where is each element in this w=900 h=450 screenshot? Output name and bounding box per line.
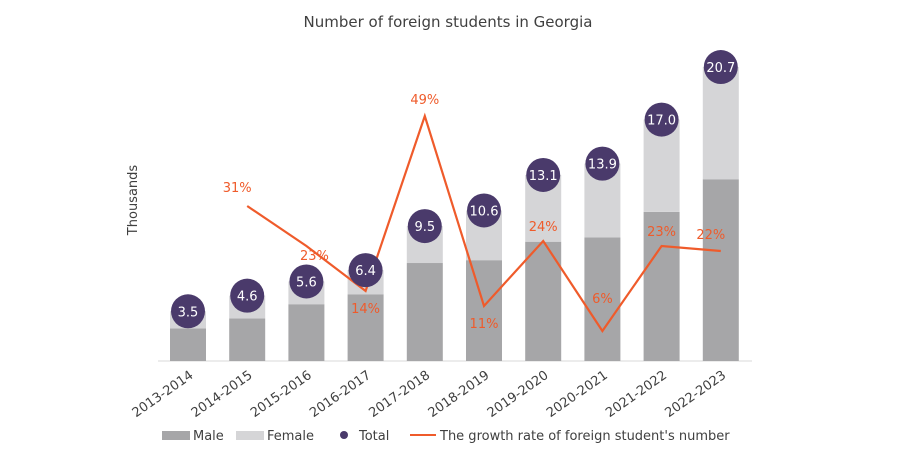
total-marker-2018-2019 bbox=[467, 193, 501, 228]
legend-item-female: Female bbox=[236, 429, 314, 444]
total-label-2021-2022: 17.0 bbox=[647, 114, 676, 129]
growth-rate-label-2015-2016: 23% bbox=[300, 249, 329, 264]
legend-label-male: Male bbox=[193, 429, 224, 444]
total-label-2022-2023: 20.7 bbox=[706, 61, 735, 76]
growth-rate-label-2019-2020: 24% bbox=[529, 220, 558, 235]
bar-male-2016-2017 bbox=[347, 294, 384, 361]
total-marker-2014-2015 bbox=[230, 278, 265, 313]
x-tick-label-2015-2016: 2015-2016 bbox=[248, 368, 315, 421]
x-tick-label-2014-2015: 2014-2015 bbox=[189, 368, 256, 421]
total-label-2019-2020: 13.1 bbox=[529, 169, 558, 184]
growth-rate-label-2022-2023: 22% bbox=[696, 228, 725, 243]
bar-male-2019-2020 bbox=[525, 241, 562, 361]
growth-rate-label-2021-2022: 23% bbox=[647, 225, 676, 240]
bar-male-2017-2018 bbox=[406, 263, 443, 361]
bar-male-2018-2019 bbox=[466, 260, 502, 361]
total-marker-2019-2020 bbox=[526, 157, 561, 192]
bar-male-2013-2014 bbox=[170, 328, 206, 361]
x-tick-label-2021-2022: 2021-2022 bbox=[603, 368, 670, 421]
bar-female-2022-2023 bbox=[702, 67, 739, 180]
total-marker-2015-2016 bbox=[289, 264, 324, 299]
total-marker-2022-2023 bbox=[703, 50, 738, 85]
legend-item-total: Total bbox=[340, 429, 389, 444]
total-label-2018-2019: 10.6 bbox=[470, 204, 499, 219]
total-marker-2013-2014 bbox=[171, 294, 205, 329]
x-tick-label-2020-2021: 2020-2021 bbox=[544, 368, 611, 421]
x-tick-label-2022-2023: 2022-2023 bbox=[662, 368, 729, 421]
bar-male-2022-2023 bbox=[702, 179, 739, 361]
growth-rate-line bbox=[246, 112, 721, 333]
growth-rate-label-2017-2018: 49% bbox=[410, 93, 439, 108]
bar-male-2020-2021 bbox=[584, 237, 621, 361]
legend-swatch-female bbox=[236, 431, 264, 440]
x-tick-label-2017-2018: 2017-2018 bbox=[366, 368, 433, 421]
x-tick-label-2018-2019: 2018-2019 bbox=[426, 368, 493, 421]
growth-rate-layer: 31% 23% 14% 49% 11% 24% 6% 23% 22% bbox=[223, 93, 725, 333]
total-label-2017-2018: 9.5 bbox=[414, 220, 435, 235]
bar-male-2015-2016 bbox=[288, 304, 325, 361]
y-axis-title: Thousands bbox=[126, 165, 141, 237]
legend-swatch-male bbox=[162, 431, 190, 440]
total-label-2014-2015: 4.6 bbox=[237, 290, 258, 305]
legend-item-growth-rate: The growth rate of foreign student's num… bbox=[410, 429, 730, 444]
growth-rate-label-2016-2017: 14% bbox=[351, 302, 380, 317]
bars-layer bbox=[170, 67, 739, 361]
total-marker-2020-2021 bbox=[585, 146, 620, 181]
legend: Male Female Total The growth rate of for… bbox=[162, 429, 730, 444]
legend-label-total: Total bbox=[358, 429, 389, 444]
bar-male-2014-2015 bbox=[229, 318, 266, 361]
legend-item-male: Male bbox=[162, 429, 224, 444]
legend-label-growth-rate: The growth rate of foreign student's num… bbox=[439, 429, 730, 444]
total-marker-2016-2017 bbox=[348, 253, 383, 288]
total-marker-2021-2022 bbox=[644, 102, 679, 137]
growth-rate-label-2018-2019: 11% bbox=[470, 317, 499, 332]
chart-title: Number of foreign students in Georgia bbox=[304, 13, 593, 31]
x-tick-label-2019-2020: 2019-2020 bbox=[485, 368, 552, 421]
growth-rate-label-2014-2015: 31% bbox=[223, 181, 252, 196]
growth-rate-label-2020-2021: 6% bbox=[592, 292, 613, 307]
total-label-2013-2014: 3.5 bbox=[178, 305, 199, 320]
x-tick-label-2016-2017: 2016-2017 bbox=[307, 368, 374, 421]
legend-marker-total bbox=[340, 431, 348, 439]
x-tick-label-2013-2014: 2013-2014 bbox=[130, 368, 197, 421]
total-label-2020-2021: 13.9 bbox=[588, 158, 617, 173]
totals-layer: 3.5 4.6 5.6 6.4 9.5 10.6 13.1 13.9 17.0 20.7 bbox=[171, 50, 738, 329]
legend-label-female: Female bbox=[267, 429, 314, 444]
total-marker-2017-2018 bbox=[407, 209, 442, 244]
total-label-2016-2017: 6.4 bbox=[355, 264, 376, 279]
bar-male-2021-2022 bbox=[643, 211, 680, 361]
total-label-2015-2016: 5.6 bbox=[296, 275, 317, 290]
x-tick-labels: 2013-20142014-20152015-20162016-20172017… bbox=[130, 368, 729, 421]
